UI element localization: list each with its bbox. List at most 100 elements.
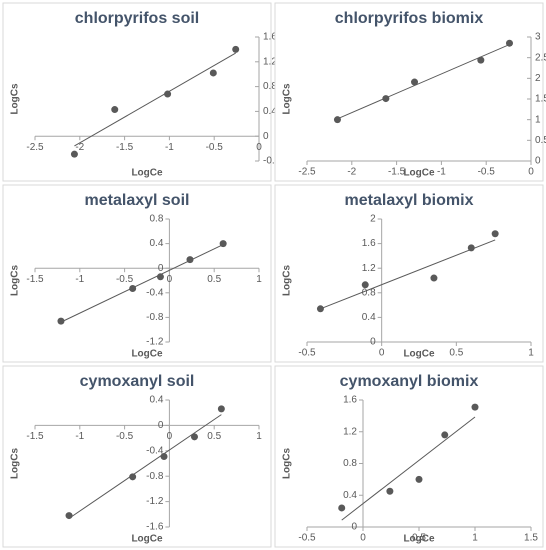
y-tick-label: 1.6: [263, 32, 277, 43]
y-tick-label: 2: [535, 73, 541, 84]
x-tick-label: 1: [256, 274, 262, 285]
y-tick-label: 0.4: [149, 238, 163, 249]
y-tick-label: -0.4: [146, 445, 164, 456]
x-tick-label: -1.5: [26, 274, 44, 285]
x-tick-label: 0: [167, 431, 173, 442]
trendline: [68, 414, 222, 519]
y-tick-label: 0.4: [263, 106, 277, 117]
panel-border: [2, 184, 272, 363]
y-axis-title: LogCs: [10, 265, 21, 297]
data-point: [111, 106, 119, 114]
chart-panel: chlorpyrifos soil-2.5 -2 -1.5 -1 -0.5 0-0.400…: [2, 2, 281, 182]
y-tick-label: 0.8: [362, 287, 376, 298]
panel-border: [274, 2, 544, 182]
chart-title: metalaxyl soil: [85, 192, 190, 209]
trendline: [60, 244, 224, 323]
chart-title: cymoxanyl soil: [80, 373, 195, 390]
x-tick-label: 0.5: [449, 348, 463, 359]
data-point: [190, 433, 198, 441]
chart-panel: metalaxyl soil -1.5 -1 -0.5 0 0.5 1 -1.2 -0.8 -0.…: [2, 184, 272, 363]
x-tick-label: 1: [472, 533, 478, 544]
chart-title: chlorpyrifos biomix: [335, 10, 484, 27]
x-tick-label: 0: [256, 142, 262, 153]
data-point: [441, 431, 449, 439]
data-point: [70, 150, 78, 158]
data-point: [129, 473, 137, 481]
panel-border: [274, 365, 544, 548]
chart-panel: cymoxanyl biomix -0.5 0 0.5 1 1.5 0 0.4 0.8 1.2 1.…: [274, 365, 544, 548]
data-point: [217, 405, 225, 413]
data-point: [467, 244, 475, 252]
data-point: [232, 45, 240, 53]
y-axis-title: LogCs: [282, 448, 293, 480]
x-tick-label: -2.5: [298, 167, 316, 178]
x-tick-label: 0: [528, 167, 534, 178]
y-tick-label: -1.2: [146, 496, 164, 507]
data-point: [164, 90, 172, 98]
x-tick-label: 1.5: [524, 533, 538, 544]
y-tick-label: 0.8: [343, 458, 357, 469]
y-tick-label: -1.6: [146, 522, 164, 533]
y-tick-label: 0: [158, 420, 164, 431]
x-axis-title: LogCe: [403, 168, 435, 179]
y-tick-label: -0.4: [146, 287, 164, 298]
data-point: [477, 56, 485, 64]
panel-border: [2, 365, 272, 548]
y-tick-label: 1.2: [263, 56, 277, 67]
y-tick-label: 1.6: [362, 238, 376, 249]
y-tick-label: 0.8: [263, 81, 277, 92]
y-tick-label: -1.2: [146, 337, 164, 348]
chart-title: chlorpyrifos soil: [75, 10, 199, 27]
data-point: [333, 116, 341, 124]
x-axis-title: LogCe: [131, 168, 163, 179]
data-point: [361, 281, 369, 289]
x-tick-label: -0.5: [116, 431, 134, 442]
data-point: [129, 284, 137, 292]
data-point: [471, 403, 479, 411]
x-axis-title: LogCe: [131, 349, 163, 360]
y-tick-label: 0: [263, 131, 269, 142]
trendline: [74, 52, 236, 147]
data-point: [386, 487, 394, 495]
y-tick-label: 0: [535, 156, 541, 167]
data-point: [316, 305, 324, 313]
y-tick-label: 2.5: [535, 52, 546, 63]
y-axis-title: LogCs: [10, 83, 21, 115]
data-point: [57, 317, 65, 325]
y-tick-label: 0.5: [535, 135, 546, 146]
data-point: [430, 274, 438, 282]
x-tick-label: 0: [360, 533, 366, 544]
y-tick-label: 0.8: [149, 214, 163, 225]
y-tick-label: 1.6: [343, 395, 357, 406]
panel-border: [2, 2, 272, 182]
x-tick-label: 1: [528, 348, 534, 359]
y-tick-label: 3: [535, 32, 541, 43]
x-tick-label: 0.5: [207, 431, 221, 442]
x-tick-label: 1: [256, 431, 262, 442]
chart-title: cymoxanyl biomix: [340, 373, 479, 390]
y-tick-label: -0.4: [263, 156, 281, 167]
x-tick-label: -1: [165, 142, 174, 153]
x-tick-label: 0.5: [207, 274, 221, 285]
y-tick-label: -0.8: [146, 312, 164, 323]
chart-title: metalaxyl biomix: [345, 192, 474, 209]
data-point: [209, 69, 217, 77]
data-point: [382, 95, 390, 103]
x-tick-label: -1: [437, 167, 446, 178]
data-point: [505, 39, 513, 47]
x-tick-label: -1.5: [116, 142, 134, 153]
x-tick-label: 0: [167, 274, 173, 285]
x-tick-label: -0.5: [206, 142, 224, 153]
x-tick-label: -1: [75, 431, 84, 442]
x-tick-label: -2.5: [26, 142, 44, 153]
data-point: [65, 512, 73, 520]
y-axis-title: LogCs: [282, 83, 293, 115]
chart-panel: chlorpyrifos biomix -2.5 -2 -1.5 -1 -0.5 00 0.5…: [274, 2, 546, 182]
y-tick-label: 1.2: [362, 263, 376, 274]
x-axis-title: LogCe: [403, 349, 435, 360]
data-point: [160, 453, 168, 461]
y-tick-label: 2: [370, 214, 376, 225]
y-tick-label: -0.8: [146, 471, 164, 482]
y-tick-label: 0: [158, 263, 164, 274]
